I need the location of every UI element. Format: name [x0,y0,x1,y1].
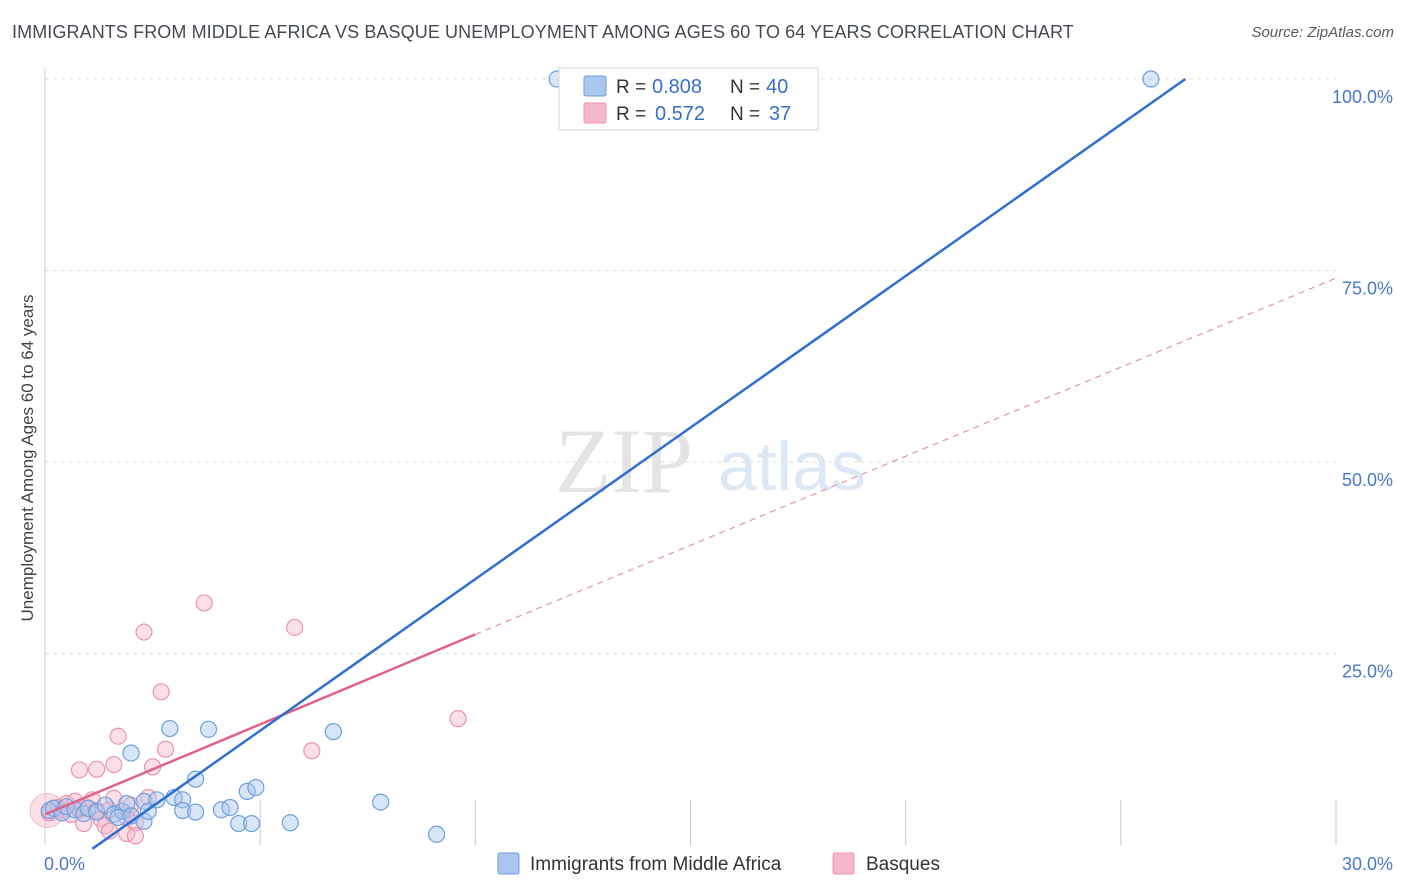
chart-source: Source: ZipAtlas.com [1251,24,1394,41]
trend-line-basques-extended [475,277,1337,635]
data-point-immigrants [135,792,153,810]
data-point-immigrants [221,798,239,817]
data-point-immigrants [247,778,265,797]
data-point-basques [449,710,467,728]
watermark: ZIP atlas [555,410,866,512]
stats-r-label-1: R = [616,77,646,98]
watermark-atlas: atlas [718,427,866,505]
legend-swatch-basques [832,852,855,875]
y-axis-label: Unemployment Among Ages 60 to 64 years [18,295,37,622]
watermark-zip: ZIP [555,410,693,512]
y-tick-label: 25.0% [1342,662,1393,682]
data-point-immigrants [372,793,390,811]
stats-r-label-2: R = [616,104,646,125]
data-point-immigrants [122,744,140,762]
data-point-immigrants [174,801,192,820]
chart-title: IMMIGRANTS FROM MIDDLE AFRICA VS BASQUE … [12,22,1074,42]
stats-n-label-1: N = [730,77,760,98]
stats-r-value-1: 0.808 [652,76,702,98]
data-point-basques [195,594,213,612]
data-point-basques [109,727,127,745]
data-point-immigrants [109,808,127,827]
trend-lines [44,77,1337,850]
data-point-basques [105,755,123,774]
data-point-immigrants [148,791,166,809]
stats-n-value-1: 40 [766,76,788,98]
data-point-immigrants [79,799,97,817]
data-point-basques [70,761,89,779]
data-point-immigrants [187,770,205,788]
data-point-immigrants [238,782,256,800]
y-tick-label: 75.0% [1342,279,1393,299]
data-point-immigrants [199,720,218,738]
data-point-immigrants [96,796,114,814]
x-tick-label: 0.0% [44,854,85,874]
stats-r-value-2: 0.572 [655,103,705,125]
grid [44,68,1337,845]
data-point-immigrants [281,814,299,832]
data-point-basques [285,618,304,637]
stats-legend: R = 0.808 N = 40 R = 0.572 N = 37 [558,67,819,131]
stats-legend-swatch-pink [583,102,607,124]
data-point-basques [152,683,170,701]
y-tick-label: 100.0% [1332,87,1393,107]
data-point-immigrants [428,825,446,843]
data-point-basques [88,760,106,778]
stats-n-label-2: N = [730,104,760,125]
data-point-immigrants [88,803,106,821]
data-point-basques [135,623,153,641]
data-point-immigrants [324,723,342,741]
legend-label-basques: Basques [866,854,940,875]
data-points [29,70,1160,845]
data-point-immigrants [242,814,261,833]
x-tick-label: 30.0% [1342,854,1393,874]
data-point-immigrants [230,814,248,833]
legend-swatch-immigrants [497,852,520,875]
data-point-basques [303,742,321,760]
axis-labels: 25.0% 50.0% 75.0% 100.0% 0.0% 30.0% [44,87,1393,874]
data-point-immigrants [1142,70,1160,88]
data-point-basques [156,740,175,758]
trend-line-basques [44,633,476,816]
stats-legend-swatch-blue [583,75,607,97]
legend-label-immigrants: Immigrants from Middle Africa [530,854,782,875]
data-point-basques [126,827,144,845]
series-legend: Immigrants from Middle Africa Basques [497,852,940,875]
stats-n-value-2: 37 [769,103,791,125]
data-point-immigrants [187,803,205,821]
data-point-immigrants [161,719,179,738]
y-tick-label: 50.0% [1342,470,1393,490]
trend-line-immigrants [91,77,1187,850]
